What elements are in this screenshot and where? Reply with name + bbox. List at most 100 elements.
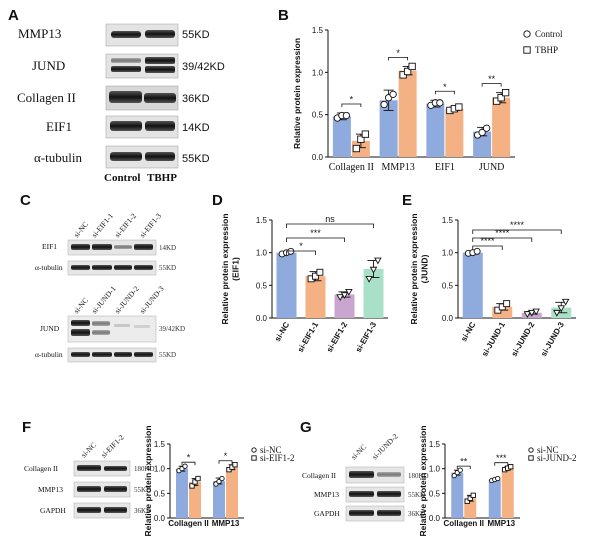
legend-label: si-NC	[537, 445, 559, 455]
significance-bracket	[286, 250, 316, 255]
y-tick-label: 1.5	[312, 26, 324, 35]
y-tick-label: 0.5	[256, 281, 268, 290]
band	[111, 31, 141, 38]
band	[111, 58, 141, 63]
significance-label: ****	[480, 236, 495, 246]
blot-a: MMP13 55KD JUND 39/42KD Collagen II 36KD…	[17, 23, 225, 184]
blot-a-size-5: 55KD	[182, 153, 210, 165]
blot-c-bottom-lane-4: si-JUND-3	[138, 284, 166, 315]
data-point	[189, 483, 195, 489]
data-point	[561, 298, 570, 306]
blot-a-size-4: 14KD	[182, 122, 210, 134]
band	[111, 66, 141, 72]
data-point	[532, 308, 540, 316]
blot-g-lane-1: si-NC	[349, 442, 368, 461]
blot-c-top-lane-1: si-NC	[72, 220, 90, 240]
x-tick-label: EIF1	[435, 162, 455, 173]
blot-a-row-2: JUND 39/42KD	[32, 53, 225, 79]
data-point	[361, 130, 370, 138]
bar	[226, 467, 238, 518]
band	[134, 244, 153, 250]
x-tick-label: MMP13	[487, 519, 515, 528]
data-point	[408, 62, 416, 71]
significance-bracket	[494, 462, 509, 466]
data-point	[467, 495, 473, 501]
bar	[276, 252, 297, 318]
significance-label: ns	[325, 214, 335, 224]
y-tick-label: 0.5	[442, 281, 454, 290]
y-tick-label: 1.5	[256, 216, 268, 225]
y-tick-label: 0.0	[256, 314, 268, 323]
x-tick-label: si-EIF1-1	[296, 320, 321, 354]
blot-a-label-5: α-tubulin	[34, 150, 82, 165]
x-tick-label: si-JUND-1	[480, 320, 507, 358]
x-tick-label: si-JUND-2	[510, 320, 537, 358]
bar	[379, 100, 398, 157]
band	[71, 329, 90, 336]
band	[349, 471, 374, 478]
data-point	[503, 300, 511, 308]
band	[104, 507, 127, 513]
y-tick-label: 0.0	[442, 314, 454, 323]
y-tick-label: 0.0	[429, 514, 441, 523]
blot-c-top-lane-3: si-EIF1-2	[113, 211, 139, 239]
x-tick-label: Collagen II	[329, 162, 374, 173]
significance-bracket	[286, 237, 345, 242]
y-tick-label: 1.0	[154, 465, 166, 474]
y-axis-title: Relative protein expression	[143, 425, 153, 536]
blot-f-size-3: 36KD	[134, 507, 151, 515]
data-point	[389, 90, 397, 98]
data-point	[357, 135, 365, 143]
bar	[492, 306, 513, 318]
blot-f-lane-2: si-EIF1-2	[99, 433, 126, 460]
legend-label: Control	[535, 29, 563, 39]
y-axis-title: Relative protein expression	[292, 38, 302, 149]
data-point	[464, 498, 470, 504]
band	[92, 244, 112, 250]
data-point	[316, 268, 324, 276]
blot-g-label-2: MMP13	[314, 490, 339, 499]
band	[377, 472, 401, 477]
significance-label: ***	[496, 453, 507, 463]
data-point	[192, 479, 198, 485]
band	[77, 507, 101, 513]
data-point	[232, 462, 238, 468]
data-point	[380, 100, 388, 109]
blot-f-size-1: 180KD	[134, 465, 155, 473]
data-point	[482, 124, 491, 132]
data-point	[219, 475, 225, 482]
data-point	[528, 447, 534, 453]
blot-a-row-1: MMP13 55KD	[18, 23, 210, 47]
y-tick-label: 0.0	[312, 153, 324, 162]
band	[77, 486, 101, 492]
bar	[462, 252, 483, 318]
legend-label: TBHP	[535, 45, 558, 55]
band	[92, 265, 112, 270]
panel-label-a: A	[8, 7, 19, 24]
data-point	[182, 463, 188, 469]
bar	[398, 70, 417, 157]
blot-g-label-3: GAPDH	[314, 509, 340, 518]
data-point	[451, 472, 457, 479]
significance-bracket	[472, 245, 503, 250]
band	[134, 265, 153, 270]
band	[92, 330, 110, 335]
data-point	[455, 103, 463, 111]
y-tick-label: 1.5	[442, 216, 454, 225]
data-point	[369, 266, 378, 274]
band	[92, 352, 112, 357]
data-point	[553, 309, 561, 317]
blot-f-size-2: 55KD	[134, 486, 151, 494]
blot-g-lane-2: si-JUND-2	[370, 432, 400, 462]
y-axis-title: Relative protein expression(JUND)	[409, 213, 430, 324]
blot-a-label-1: MMP13	[18, 26, 61, 41]
significance-bracket	[434, 90, 455, 95]
x-tick-label: Collagen II	[444, 519, 484, 528]
band	[114, 265, 132, 270]
blot-a-row-5: α-tubulin 55KD	[34, 145, 210, 169]
y-tick-label: 1.5	[429, 440, 441, 449]
bar	[176, 468, 188, 518]
data-point	[251, 447, 257, 453]
x-tick-label: MMP13	[381, 162, 414, 173]
